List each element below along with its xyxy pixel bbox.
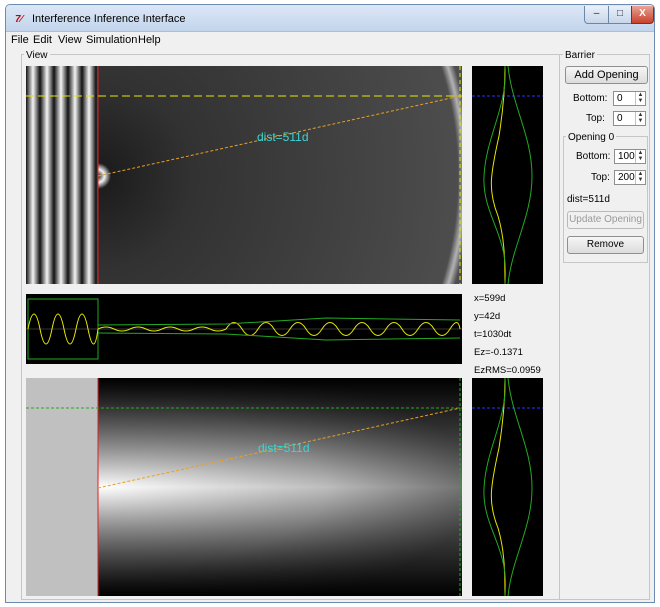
app-icon: 7⁄ (15, 14, 23, 25)
opening-top-value: 200 (618, 172, 635, 183)
spinner-arrows-icon[interactable]: ▲ ▼ (635, 150, 645, 163)
window-title: Interference Inference Interface (32, 13, 186, 25)
close-button[interactable]: X (631, 6, 654, 24)
menu-help[interactable]: Help (138, 34, 161, 46)
barrier-bottom-spinner[interactable]: 0 ▲ ▼ (613, 91, 646, 106)
opening-top-label: Top: (591, 172, 610, 183)
opening-bottom-label: Bottom: (576, 151, 611, 162)
barrier-top-spinner[interactable]: 0 ▲ ▼ (613, 111, 646, 126)
spinner-arrows-icon[interactable]: ▲ ▼ (635, 112, 645, 125)
wave-strip-view (26, 294, 462, 364)
menu-bar: File Edit View Simulation Help (6, 32, 654, 48)
stat-ez: Ez=-0.1371 (474, 347, 523, 358)
wave-field-canvas (26, 66, 462, 284)
distance-line (97, 95, 461, 177)
opening-bottom-value: 100 (618, 151, 635, 162)
update-opening-button[interactable]: Update Opening (567, 211, 644, 229)
maximize-button[interactable]: □ (608, 6, 632, 24)
menu-simulation[interactable]: Simulation (86, 34, 138, 46)
bottom-dist-label: dist=511d (258, 441, 310, 455)
menu-file[interactable]: File (11, 34, 29, 46)
title-bar[interactable]: 7⁄ Interference Inference Interface – □ … (6, 5, 654, 32)
opening-top-spinner[interactable]: 200 ▲ ▼ (614, 170, 646, 185)
barrier-group (559, 54, 650, 600)
barrier-top-label: Top: (586, 113, 605, 124)
stat-x: x=599d (474, 293, 506, 304)
menu-view[interactable]: View (58, 34, 82, 46)
stat-ezrms: EzRMS=0.0959 (474, 365, 541, 376)
top-profile-view (472, 65, 543, 285)
intensity-canvas (26, 378, 462, 596)
add-opening-button[interactable]: Add Opening (565, 66, 648, 84)
wave-field-view[interactable]: dist=511d (26, 66, 462, 284)
barrier-bottom-label: Bottom: (573, 93, 608, 104)
opening-bottom-spinner[interactable]: 100 ▲ ▼ (614, 149, 646, 164)
intensity-view[interactable]: dist=511d (26, 378, 462, 596)
remove-button[interactable]: Remove (567, 236, 644, 254)
top-dist-label: dist=511d (257, 130, 309, 144)
bottom-profile-view (472, 377, 543, 597)
minimize-button[interactable]: – (584, 6, 609, 24)
barrier-top-value: 0 (617, 113, 623, 124)
app-window: 7⁄ Interference Inference Interface – □ … (5, 4, 655, 603)
opening-dist: dist=511d (567, 194, 610, 205)
view-label: View (24, 50, 50, 61)
stat-t: t=1030dt (474, 329, 512, 340)
barrier-bottom-value: 0 (617, 93, 623, 104)
incident-plane-wave (26, 66, 98, 284)
opening-label: Opening 0 (566, 132, 617, 143)
spinner-arrows-icon[interactable]: ▲ ▼ (635, 171, 645, 184)
barrier-label: Barrier (563, 50, 598, 61)
stat-y: y=42d (474, 311, 501, 322)
spinner-arrows-icon[interactable]: ▲ ▼ (635, 92, 645, 105)
menu-edit[interactable]: Edit (33, 34, 52, 46)
